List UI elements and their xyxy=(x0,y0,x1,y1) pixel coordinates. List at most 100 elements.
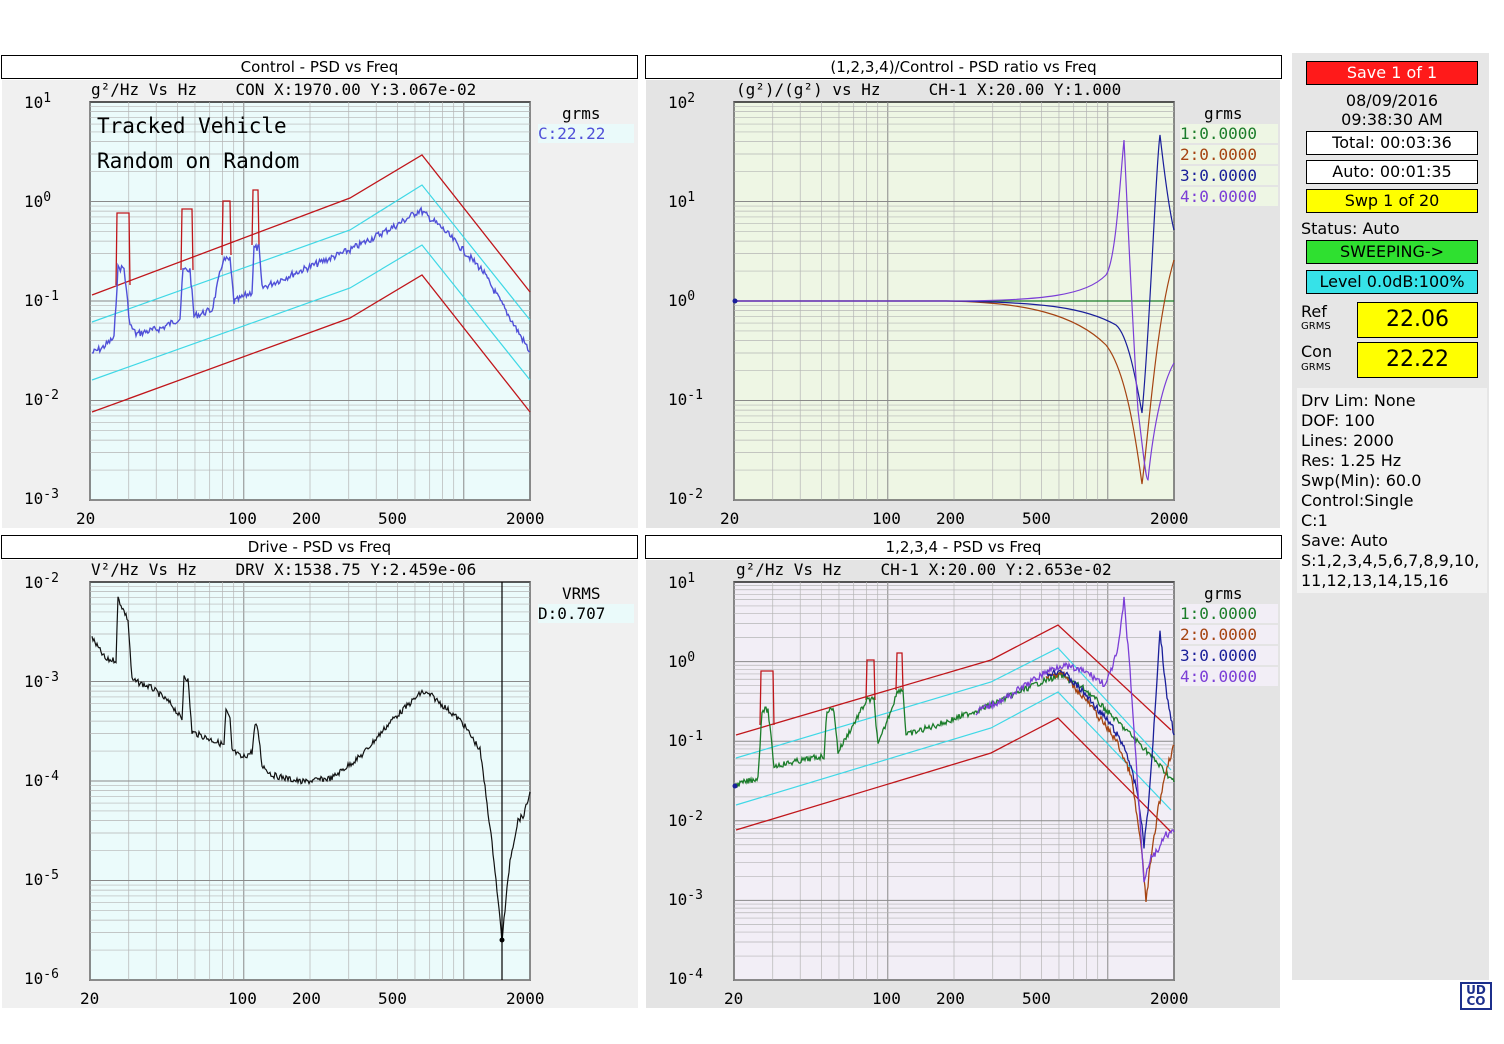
drive-panel-title: Drive - PSD vs Freq xyxy=(1,535,638,559)
channel-1-trace xyxy=(735,671,1175,788)
total-time-display: Total: 00:03:36 xyxy=(1306,131,1478,155)
x-tick-label: 200 xyxy=(936,509,965,528)
y-tick-label: 100 xyxy=(24,190,51,211)
x-tick-label: 200 xyxy=(936,989,965,1008)
info-line: Res: 1.25 Hz xyxy=(1301,451,1402,470)
info-line: Save: Auto xyxy=(1301,531,1388,550)
ratio-x-axis-ticks: 20 100 200 500 2000 xyxy=(720,509,1189,528)
control-rms-label: grms xyxy=(562,104,601,123)
x-tick-label: 500 xyxy=(1022,509,1051,528)
y-tick-label: 10-1 xyxy=(668,388,703,409)
control-psd-trace xyxy=(92,206,531,355)
y-tick-label: 10-6 xyxy=(24,967,59,988)
x-tick-label: 500 xyxy=(378,509,407,528)
ratio-legend-ch1: 1:0.0000 xyxy=(1180,124,1278,143)
channels-legend-ch3: 3:0.0000 xyxy=(1180,646,1278,665)
lower-abort-limit-line xyxy=(91,274,531,413)
y-tick-label: 10-2 xyxy=(24,388,59,409)
ratio-panel: (g²)/(g²) vs Hz CH-1 X:20.00 Y:1.000 102… xyxy=(646,80,1280,528)
channels-legend-ch4: 4:0.0000 xyxy=(1180,667,1278,686)
x-tick-label: 20 xyxy=(76,509,95,528)
auto-time-display: Auto: 00:01:35 xyxy=(1306,160,1478,184)
ratio-traces xyxy=(732,134,1175,485)
x-tick-label: 500 xyxy=(378,989,407,1008)
x-tick-label: 100 xyxy=(872,509,901,528)
channel-3-trace xyxy=(1045,630,1175,849)
channels-legend-ch2: 2:0.0000 xyxy=(1180,625,1278,644)
upper-abort-limit-peaks xyxy=(221,200,232,256)
drive-traces xyxy=(91,582,531,980)
control-overlay-line-1: Tracked Vehicle xyxy=(97,114,287,138)
drive-rms-label: VRMS xyxy=(562,584,601,603)
save-button[interactable]: Save 1 of 1 xyxy=(1306,61,1478,85)
y-tick-label: 10-2 xyxy=(24,571,59,592)
x-tick-label: 2000 xyxy=(1150,989,1189,1008)
channels-cursor xyxy=(732,783,738,789)
control-y-axis-ticks: 101 100 10-1 10-2 10-3 xyxy=(24,91,59,508)
y-tick-label: 10-2 xyxy=(668,809,703,830)
control-x-axis-ticks: 20 100 200 500 2000 xyxy=(76,509,545,528)
y-tick-label: 10-4 xyxy=(668,967,703,988)
info-line: DOF: 100 xyxy=(1301,411,1375,430)
y-tick-label: 10-4 xyxy=(24,769,59,790)
ref-grms-value: 22.06 xyxy=(1357,302,1478,338)
ratio-ch3-trace xyxy=(735,134,1175,414)
x-tick-label: 20 xyxy=(80,989,99,1008)
channels-plot-header: g²/Hz Vs Hz CH-1 X:20.00 Y:2.653e-02 xyxy=(736,560,1112,579)
channel-4-trace xyxy=(975,596,1175,883)
control-traces xyxy=(91,154,531,413)
ratio-y-axis-ticks: 102 101 100 10-1 10-2 xyxy=(668,91,703,508)
con-label: Con xyxy=(1301,342,1333,361)
x-tick-label: 100 xyxy=(872,989,901,1008)
upper-abort-limit-line xyxy=(735,624,1172,736)
info-line: Lines: 2000 xyxy=(1301,431,1394,450)
level-indicator[interactable]: Level 0.0dB:100% xyxy=(1306,270,1478,294)
y-tick-label: 100 xyxy=(668,650,695,671)
control-plot-header: g²/Hz Vs Hz CON X:1970.00 Y:3.067e-02 xyxy=(91,80,477,99)
udco-logo: UD CO xyxy=(1460,982,1492,1010)
drive-plot-header: V²/Hz Vs Hz DRV X:1538.75 Y:2.459e-06 xyxy=(91,560,477,579)
channels-rms-label: grms xyxy=(1204,584,1243,603)
status-text: Status: Auto xyxy=(1301,219,1400,238)
ratio-legend-ch3: 3:0.0000 xyxy=(1180,166,1278,185)
upper-abort-limit-peaks xyxy=(180,208,194,271)
x-tick-label: 200 xyxy=(292,989,321,1008)
upper-tolerance-line xyxy=(735,647,1172,771)
info-line: C:1 xyxy=(1301,511,1328,530)
channels-legend-ch1: 1:0.0000 xyxy=(1180,604,1278,623)
info-line: 11,12,13,14,15,16 xyxy=(1301,571,1449,590)
channels-x-axis-ticks: 20 100 200 500 2000 xyxy=(724,989,1189,1008)
ratio-legend-ch4: 4:0.0000 xyxy=(1180,187,1278,206)
y-tick-label: 101 xyxy=(668,571,695,592)
ratio-plot-header: (g²)/(g²) vs Hz CH-1 X:20.00 Y:1.000 xyxy=(736,80,1122,99)
drive-x-axis-ticks: 20 100 200 500 2000 xyxy=(80,989,545,1008)
drive-y-axis-ticks: 10-2 10-3 10-4 10-5 10-6 xyxy=(24,571,59,988)
upper-abort-limit-peaks xyxy=(759,670,775,726)
x-tick-label: 100 xyxy=(228,989,257,1008)
x-tick-label: 2000 xyxy=(506,989,545,1008)
status-time: 09:38:30 AM xyxy=(1341,110,1443,129)
y-tick-label: 101 xyxy=(24,91,51,112)
y-tick-label: 10-3 xyxy=(668,888,703,909)
sweep-counter: Swp 1 of 20 xyxy=(1306,189,1478,213)
x-tick-label: 2000 xyxy=(1150,509,1189,528)
control-overlay-line-2: Random on Random xyxy=(97,149,300,173)
channels-traces xyxy=(732,596,1175,903)
channel-2-trace xyxy=(1045,668,1175,903)
y-tick-label: 100 xyxy=(668,289,695,310)
sweeping-indicator[interactable]: SWEEPING-> xyxy=(1306,240,1478,264)
lower-abort-limit-line xyxy=(735,717,1172,833)
control-panel: g²/Hz Vs Hz CON X:1970.00 Y:3.067e-02 10… xyxy=(2,80,638,528)
upper-abort-limit-peaks xyxy=(251,189,260,246)
ratio-cursor xyxy=(732,298,738,304)
con-unit: GRMS xyxy=(1301,362,1331,373)
upper-tolerance-line xyxy=(91,184,531,323)
x-tick-label: 2000 xyxy=(506,509,545,528)
y-tick-label: 10-1 xyxy=(668,729,703,750)
ref-unit: GRMS xyxy=(1301,321,1331,332)
upper-abort-limit-peaks xyxy=(865,659,876,701)
test-info-panel: Drv Lim: None DOF: 100 Lines: 2000 Res: … xyxy=(1297,388,1487,593)
control-rms-value: C:22.22 xyxy=(538,124,634,143)
status-date: 08/09/2016 xyxy=(1345,91,1439,110)
y-tick-label: 10-5 xyxy=(24,868,59,889)
